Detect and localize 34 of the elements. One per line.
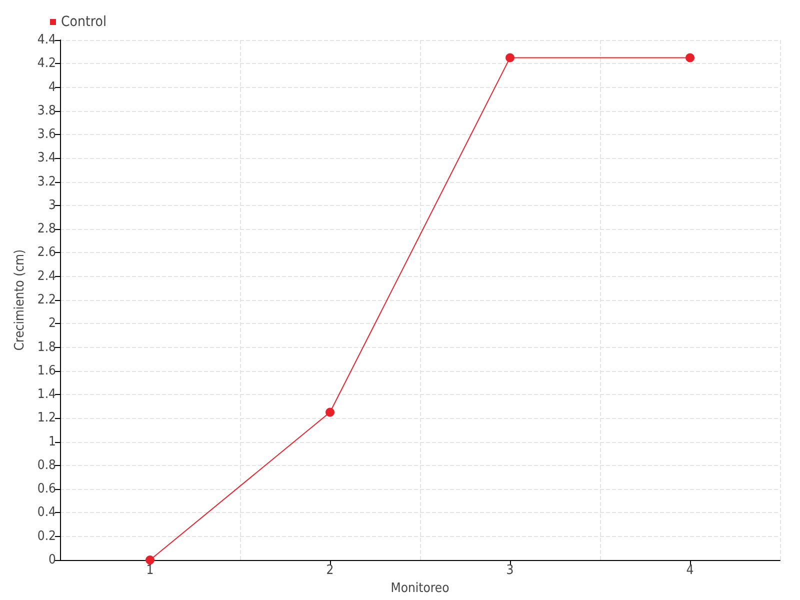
x-tick-label: 1 (146, 563, 154, 578)
y-tick-label: 0.8 (37, 458, 56, 473)
point (686, 53, 694, 62)
y-tick-label: 4.2 (37, 56, 56, 72)
x-tick-label: 4 (686, 563, 694, 578)
y-tick-label: 3.2 (37, 174, 56, 190)
y-tick-label: 1 (48, 434, 56, 450)
y-tick-label: 0.4 (37, 505, 56, 520)
y-tick-label: 1.6 (37, 363, 56, 378)
y-tick-label: 2.6 (37, 245, 56, 260)
legend-label: Control (61, 14, 106, 30)
y-tick-label: 1.2 (37, 410, 56, 426)
x-axis-title: Monitoreo (390, 580, 450, 596)
y-tick-label: 3.8 (37, 103, 56, 118)
y-tick-label: 0.2 (37, 528, 56, 544)
x-tick-label: 3 (506, 563, 514, 578)
y-tick-label: 1.4 (37, 387, 56, 402)
y-tick-label: 2.2 (37, 292, 56, 308)
point (326, 408, 334, 417)
y-tick-label: 2 (48, 316, 56, 332)
y-tick-label: 4.4 (37, 32, 56, 48)
point (146, 556, 154, 564)
x-tick-label: 2 (326, 563, 334, 578)
y-tick-label: 3.4 (37, 150, 56, 166)
y-tick-label: 1.8 (37, 340, 56, 355)
y-tick-label: 2.4 (37, 268, 56, 284)
y-tick-label: 2.8 (37, 222, 56, 237)
y-tick-label: 0 (48, 552, 56, 568)
y-tick-label: 3.6 (37, 127, 56, 142)
y-axis-title: Crecimiento (cm) (12, 249, 28, 351)
y-tick-label: 3 (48, 198, 56, 213)
y-tick-label: 0.6 (37, 482, 56, 497)
point (506, 53, 514, 62)
y-tick-label: 4 (48, 80, 56, 95)
